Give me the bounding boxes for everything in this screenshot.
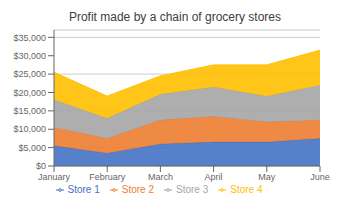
svg-text:January: January (38, 172, 71, 182)
svg-text:$35,000: $35,000 (13, 33, 46, 43)
svg-text:$0: $0 (36, 161, 46, 171)
html-text:Store 2: Store 2 (121, 184, 154, 195)
svg-text:March: March (148, 172, 173, 182)
svg-text:$15,000: $15,000 (13, 106, 46, 116)
svg-text:February: February (89, 172, 126, 182)
svg-text:April: April (205, 172, 223, 182)
svg-text:$30,000: $30,000 (13, 51, 46, 61)
html-text:Profit made by a chain of groc: Profit made by a chain of grocery stores (68, 10, 281, 24)
svg-text:June: June (310, 172, 330, 182)
html-text:Store 4: Store 4 (230, 184, 263, 195)
svg-text:$5,000: $5,000 (18, 143, 46, 153)
svg-text:$20,000: $20,000 (13, 88, 46, 98)
html-text:Store 3: Store 3 (176, 184, 209, 195)
svg-text:May: May (258, 172, 276, 182)
html-text:Store 1: Store 1 (67, 184, 100, 195)
svg-text:$25,000: $25,000 (13, 69, 46, 79)
svg-text:$10,000: $10,000 (13, 124, 46, 134)
